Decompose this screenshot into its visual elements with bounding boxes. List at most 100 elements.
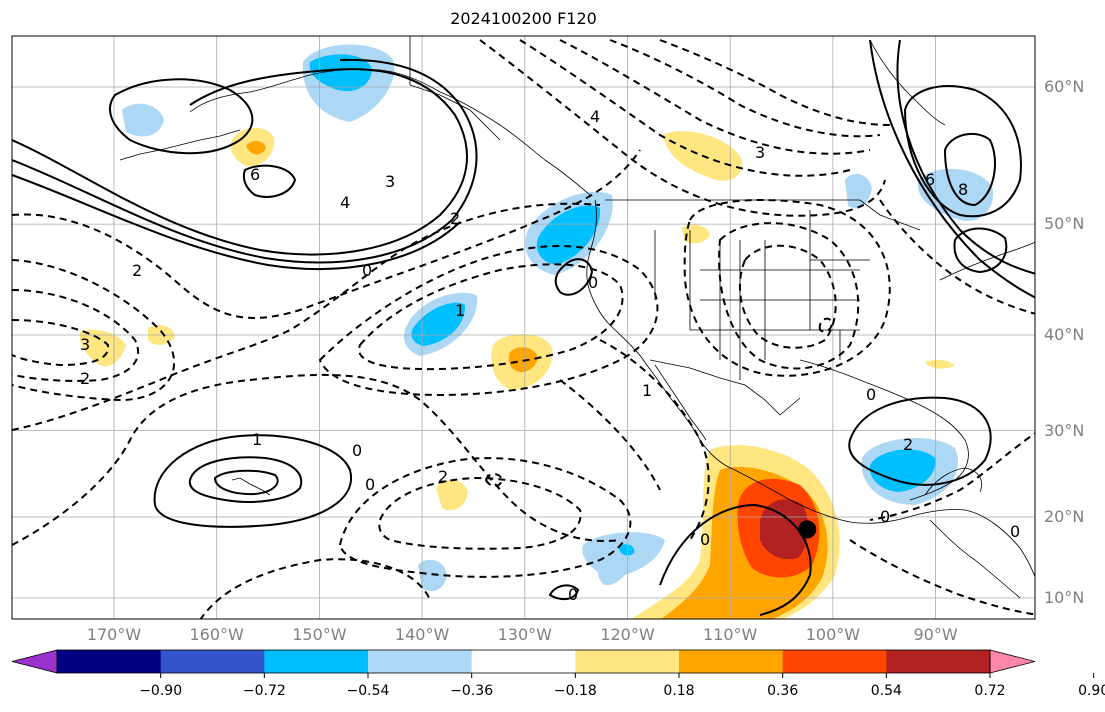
hudson-bay bbox=[869, 39, 946, 126]
colorbar-bin bbox=[264, 650, 369, 673]
contour-label: 1 bbox=[642, 381, 652, 400]
central-america bbox=[929, 519, 1021, 599]
contour-label: 3 bbox=[385, 172, 395, 191]
us-mexico-border bbox=[649, 359, 801, 416]
contour-label-layer: 0 0 0 0 0 0 0 0 0 1 1 1 2 2 2 2 2 3 3 3 … bbox=[80, 107, 1020, 604]
pos-anomaly-core bbox=[508, 347, 538, 373]
contour-solid bbox=[943, 132, 996, 207]
map-title: 2024100200 F120 bbox=[450, 9, 597, 28]
contour-solid bbox=[242, 164, 297, 198]
colorbar-outline bbox=[56, 649, 991, 674]
colorbar-bin bbox=[160, 650, 265, 673]
contour-label: 8 bbox=[958, 180, 968, 199]
contour-solid bbox=[548, 584, 580, 601]
contour-label: 3 bbox=[755, 143, 765, 162]
contour-label: 0 bbox=[568, 585, 578, 604]
longitude-label: 130°W bbox=[497, 625, 552, 644]
latitude-label: 10°N bbox=[1044, 588, 1085, 607]
colorbar-bin bbox=[368, 650, 473, 673]
contour-label: 2 bbox=[903, 435, 913, 454]
latitude-label: 40°N bbox=[1044, 325, 1085, 345]
contour-label: 2 bbox=[450, 209, 460, 228]
contour-solid bbox=[869, 39, 1035, 299]
contour-label: 0 bbox=[362, 261, 372, 280]
aleutian-islands bbox=[119, 129, 241, 161]
neg-anomaly-core bbox=[869, 449, 936, 492]
contour-dashed bbox=[738, 244, 837, 349]
contour-dashed bbox=[683, 199, 891, 377]
contour-dashed bbox=[559, 379, 661, 491]
neg-anomaly-core bbox=[618, 544, 635, 556]
colorbar-tick-label: 0.36 bbox=[767, 683, 799, 699]
latitude-label: 60°N bbox=[1044, 77, 1085, 96]
colorbar-bin bbox=[782, 650, 887, 673]
alaska-canada-border bbox=[409, 36, 501, 141]
longitude-label: 170°W bbox=[86, 625, 142, 644]
contour-dashed bbox=[559, 39, 871, 155]
contour-label: 2 bbox=[132, 261, 142, 280]
colorbar-tick-label: 0.18 bbox=[663, 683, 695, 699]
neg-anomaly-core bbox=[309, 54, 372, 92]
pos-anomaly-region bbox=[79, 329, 126, 367]
contour-label: 0 bbox=[588, 273, 598, 292]
contour-dashed bbox=[12, 149, 641, 319]
longitude-label: 140°W bbox=[394, 625, 450, 644]
contour-label: 1 bbox=[252, 430, 262, 449]
colorbar-extend-low bbox=[11, 649, 58, 674]
pos-anomaly-core bbox=[246, 140, 266, 155]
colorbar-tick-label: −0.18 bbox=[553, 683, 597, 699]
contour-solid bbox=[109, 78, 254, 155]
yucatan bbox=[924, 467, 982, 496]
contour-solid bbox=[12, 68, 468, 256]
baja-peninsula bbox=[654, 364, 707, 441]
colorbar-bin bbox=[575, 650, 680, 673]
contour-dashed bbox=[849, 539, 1035, 616]
contour-dashed bbox=[609, 39, 881, 138]
contour-dashed bbox=[484, 473, 504, 487]
contour-dashed bbox=[318, 245, 659, 397]
pos-anomaly-region bbox=[436, 480, 468, 511]
neg-anomaly-region bbox=[845, 173, 872, 208]
contour-solid bbox=[12, 174, 461, 270]
pos-anomaly-region bbox=[925, 359, 955, 369]
colorbar-extend-high bbox=[989, 649, 1036, 674]
contour-dashed bbox=[378, 476, 582, 550]
contour-dashed bbox=[358, 263, 624, 371]
latitude-label: 50°N bbox=[1044, 214, 1085, 234]
longitude-label: 150°W bbox=[292, 625, 347, 644]
contour-solid bbox=[554, 258, 594, 296]
neg-anomaly-region bbox=[418, 559, 447, 592]
latitude-label: 30°N bbox=[1044, 420, 1085, 440]
contour-dashed bbox=[659, 39, 891, 126]
contours bbox=[12, 39, 1035, 619]
pos-anomaly-region bbox=[682, 224, 710, 244]
contour-solid bbox=[953, 227, 1008, 274]
contour-solid bbox=[153, 434, 353, 528]
contour-dashed bbox=[479, 39, 886, 217]
storm-center-marker bbox=[798, 520, 817, 539]
colorbar-bin bbox=[471, 650, 576, 673]
colorbar-bin bbox=[679, 650, 784, 673]
contour-dashed bbox=[879, 199, 1035, 315]
colorbar bbox=[11, 649, 1095, 678]
contour-label: 1 bbox=[455, 301, 465, 320]
contour-solid bbox=[213, 469, 279, 496]
neg-anomaly-region bbox=[122, 103, 164, 137]
us-state-lines bbox=[654, 210, 870, 380]
contour-dashed bbox=[12, 289, 140, 382]
contour-label: 4 bbox=[340, 193, 350, 212]
colorbar-tick-label: 0.90 bbox=[1078, 683, 1105, 699]
contour-solid bbox=[848, 396, 992, 486]
canada-border bbox=[605, 199, 921, 231]
map-frame bbox=[11, 35, 1036, 620]
contour-solid bbox=[188, 456, 303, 503]
colorbar-tick-label: −0.36 bbox=[450, 683, 494, 699]
contour-label: 3 bbox=[80, 335, 90, 354]
contour-label: 0 bbox=[880, 507, 890, 526]
contour-label: 4 bbox=[590, 107, 600, 126]
colorbar-bin bbox=[57, 650, 162, 673]
latitude-label: 20°N bbox=[1044, 506, 1085, 526]
west-coast bbox=[586, 199, 1035, 578]
east-coast bbox=[939, 241, 1035, 281]
